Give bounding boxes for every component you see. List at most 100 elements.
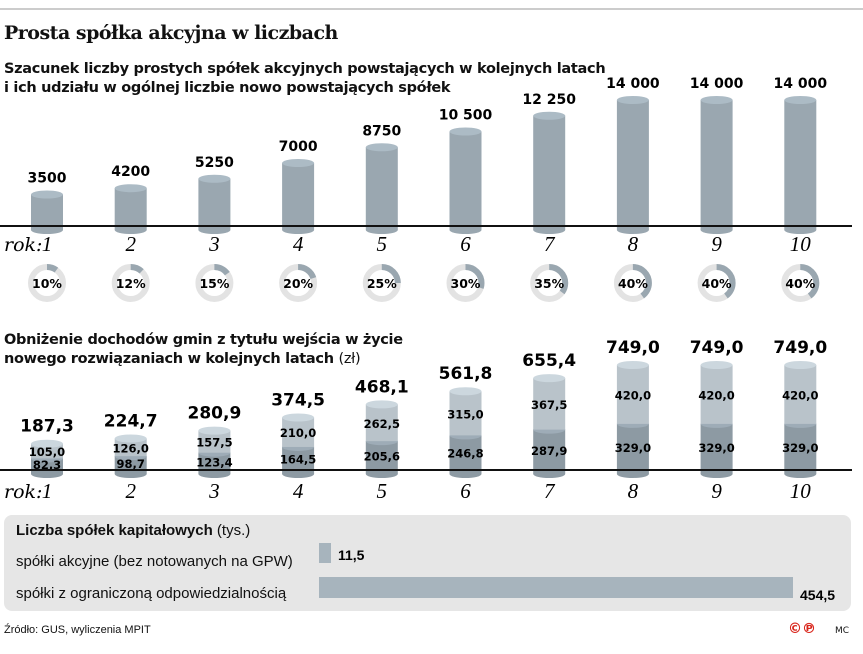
- segment-label: 329,0: [615, 441, 651, 455]
- share-arc: [613, 264, 652, 302]
- stack-upper-top: [31, 439, 63, 448]
- share-arc: [530, 264, 569, 302]
- stack-upper: [31, 443, 63, 459]
- stack-lower-bottom: [616, 470, 649, 478]
- data-label: 8750: [362, 123, 401, 139]
- bar-top: [700, 96, 733, 104]
- bar: [784, 100, 817, 230]
- bar-bottom: [449, 226, 482, 234]
- stack-lower-bottom: [282, 470, 315, 478]
- bar-bottom: [282, 226, 315, 234]
- data-label: 14 000: [774, 76, 828, 92]
- bar: [114, 188, 147, 230]
- share-label: 30%: [451, 276, 481, 291]
- share-label: 35%: [534, 276, 564, 291]
- chart1-subtitle-line: i ich udziału w ogólnej liczbie nowo pow…: [4, 80, 451, 96]
- share-arc: [111, 264, 150, 302]
- bar: [700, 100, 733, 230]
- x-tick-label: 9: [711, 479, 722, 503]
- segment-label: 82,3: [33, 458, 61, 472]
- x-tick-label: 5: [377, 232, 388, 256]
- stack-upper: [198, 430, 231, 453]
- share-arc: [195, 264, 234, 302]
- stack-upper-top: [449, 387, 482, 396]
- bar: [365, 147, 398, 230]
- total-label: 655,4: [522, 351, 576, 371]
- chart3-title: Liczba spółek kapitałowych (tys.): [16, 522, 251, 539]
- stack-upper: [616, 365, 649, 424]
- stack-upper: [784, 365, 817, 424]
- x-tick-label: 7: [544, 479, 556, 503]
- stack-lower-bottom: [533, 470, 566, 478]
- x-tick-label: 8: [628, 232, 639, 256]
- bar-bottom: [616, 226, 649, 234]
- total-label: 280,9: [188, 404, 242, 424]
- share-label: 10%: [32, 276, 62, 291]
- bar: [616, 100, 649, 230]
- segment-label: 105,0: [29, 445, 65, 459]
- total-label: 561,8: [439, 364, 493, 384]
- stack-upper-top: [198, 426, 231, 435]
- stack-upper: [449, 391, 482, 436]
- bar-top: [31, 190, 63, 199]
- share-label: 40%: [618, 276, 648, 291]
- share-arc: [697, 264, 736, 302]
- bar: [198, 178, 231, 230]
- share-arc: [279, 264, 318, 302]
- share-label: 40%: [702, 276, 732, 291]
- segment-label: 246,8: [447, 447, 483, 461]
- publisher-logo: ©℗: [788, 621, 816, 637]
- hbar-value: 11,5: [338, 547, 365, 563]
- bar: [533, 115, 566, 230]
- segment-label: 420,0: [615, 388, 651, 402]
- stack-lower-bottom: [198, 470, 231, 478]
- bar-bottom: [114, 226, 147, 234]
- segment-label: 205,6: [364, 450, 400, 464]
- total-label: 749,0: [606, 338, 660, 358]
- x-tick-label: 2: [125, 232, 136, 256]
- bar: [449, 131, 482, 230]
- bar-bottom: [533, 226, 566, 234]
- bar-top: [282, 159, 315, 167]
- segment-label: 98,7: [117, 457, 145, 471]
- stack-lower: [616, 423, 649, 474]
- stack-upper-top: [784, 361, 817, 369]
- x-axis-label: rok:: [4, 481, 42, 503]
- share-label: 40%: [785, 276, 815, 291]
- data-label: 4200: [111, 164, 150, 180]
- stack-upper: [282, 417, 315, 447]
- bar-top: [114, 184, 147, 193]
- stack-lower-bottom: [31, 470, 63, 478]
- segment-label: 329,0: [782, 441, 818, 455]
- stack-upper-top: [533, 374, 566, 383]
- stack-lower: [700, 423, 733, 474]
- share-arc: [28, 264, 66, 302]
- total-label: 187,3: [20, 417, 74, 437]
- x-tick-label: 7: [544, 232, 556, 256]
- x-tick-label: 1: [42, 479, 53, 503]
- chart3-category: spółki z ograniczoną odpowiedzialnością: [16, 585, 287, 602]
- stack-upper-top: [282, 413, 315, 422]
- page-title: Prosta spółka akcyjna w liczbach: [4, 22, 338, 44]
- stack-upper: [365, 404, 398, 442]
- bar-bottom: [700, 226, 733, 234]
- data-label: 14 000: [690, 76, 744, 92]
- x-tick-label: 9: [711, 232, 722, 256]
- bar-bottom: [365, 226, 398, 234]
- segment-label: 315,0: [447, 407, 483, 421]
- stack-lower-bottom: [365, 470, 398, 478]
- x-tick-label: 10: [790, 479, 812, 503]
- chart2-subtitle-line: nowego rozwiązaniach w kolejnych latach: [4, 351, 334, 367]
- bar-top: [365, 143, 398, 152]
- chart2-subtitle: Obniżenie dochodów gmin z tytułu wejścia…: [4, 331, 403, 369]
- bar-top: [533, 111, 566, 120]
- bar: [31, 194, 63, 230]
- share-label: 20%: [283, 276, 313, 291]
- segment-label: 420,0: [782, 388, 818, 402]
- hbar: [319, 543, 331, 563]
- x-tick-label: 6: [460, 232, 471, 256]
- total-label: 468,1: [355, 377, 409, 397]
- data-label: 10 500: [439, 108, 493, 124]
